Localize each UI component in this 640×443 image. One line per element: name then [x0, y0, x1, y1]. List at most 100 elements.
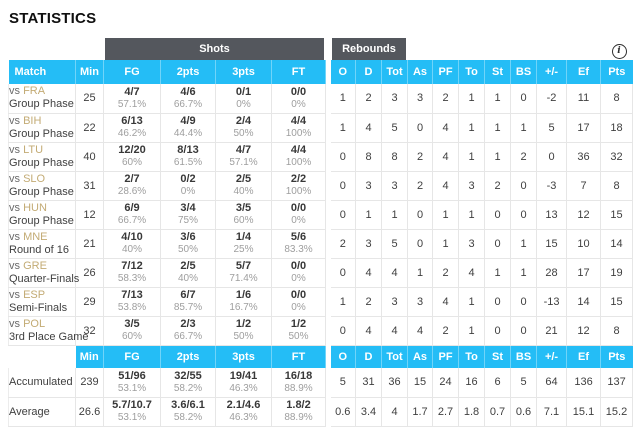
match-cell[interactable]: vs LTU Group Phase — [8, 142, 76, 172]
opponent-code[interactable]: FRA — [23, 85, 46, 98]
cell-plus-minus: 28 — [536, 258, 568, 288]
col-header-tot: Tot — [381, 60, 409, 84]
table-row: vs FRA Group Phase 25 4/7 57.1% 4/6 66.7% 0/1 0%… — [8, 84, 634, 114]
totals-ft-cell-made-attempted: 1.8/2 — [286, 399, 311, 411]
cell-pts: 15 — [600, 287, 634, 317]
totals-cell-pf: 2.7 — [432, 397, 460, 427]
2pts-cell-made-attempted: 2/3 — [180, 318, 196, 330]
column-gap — [325, 345, 331, 368]
cell-pts: 32 — [600, 142, 634, 172]
match-cell[interactable]: vs MNE Round of 16 — [8, 229, 76, 259]
match-phase: Group Phase — [9, 127, 74, 140]
totals-cell-as: 1.7 — [407, 397, 434, 427]
3pts-cell-percentage: 40% — [233, 186, 254, 197]
col-header-st: St — [484, 60, 512, 84]
col-header-bs: BS — [510, 60, 538, 84]
column-gap — [325, 113, 331, 142]
table-row: vs HUN Group Phase 12 6/9 66.7% 3/4 75% 3/5 60% 0… — [8, 200, 634, 230]
cell-pf: 2 — [432, 316, 460, 346]
cell-tot: 3 — [381, 287, 409, 317]
3pts-cell-percentage: 25% — [233, 244, 254, 255]
match-cell[interactable]: vs SLO Group Phase — [8, 171, 76, 201]
cell-to: 1 — [458, 287, 486, 317]
cell-bs: 1 — [510, 229, 538, 259]
opponent-code[interactable]: SLO — [23, 172, 46, 185]
cell-plus-minus: 15 — [536, 229, 568, 259]
cell-bs: 0 — [510, 84, 538, 114]
cell-o: 0 — [330, 258, 356, 288]
match-cell[interactable]: vs POL 3rd Place Game — [8, 316, 88, 346]
fg-cell: 12/20 60% — [103, 142, 161, 172]
cell-tot: 3 — [381, 171, 409, 201]
3pts-cell-made-attempted: 2/5 — [235, 173, 252, 185]
fg-cell: 4/7 57.1% — [103, 84, 161, 114]
cell-pf: 4 — [432, 142, 460, 172]
opponent-code[interactable]: LTU — [23, 143, 44, 156]
cell-pf: 2 — [432, 84, 460, 114]
fg-cell-made-attempted: 7/13 — [121, 289, 143, 301]
opponent-code[interactable]: BIH — [23, 114, 42, 127]
ft-cell-made-attempted: 0/0 — [290, 85, 307, 98]
3pts-cell-made-attempted: 5/7 — [235, 260, 252, 272]
fg-cell-made-attempted: 3/5 — [124, 318, 140, 330]
ft-cell-percentage: 0% — [291, 302, 306, 313]
2pts-cell: 8/13 61.5% — [160, 142, 216, 172]
cell-st: 1 — [484, 258, 512, 288]
totals-cell-tot: 4 — [381, 397, 409, 427]
column-gap — [325, 200, 331, 229]
ft-cell-made-attempted: 0/0 — [290, 202, 307, 214]
cell-o: 1 — [330, 113, 356, 143]
cell-as: 0 — [407, 229, 434, 259]
cell-pts: 8 — [600, 171, 634, 201]
totals-fg-cell-percentage: 53.1% — [117, 412, 147, 423]
info-cell: i — [407, 38, 633, 60]
table-row: vs POL 3rd Place Game 32 3/5 60% 2/3 66.7% 1/2 5… — [8, 316, 634, 346]
3pts-cell-percentage: 71.4% — [229, 273, 258, 284]
col-header-3pts: 3pts — [215, 345, 272, 368]
fg-cell-percentage: 58.3% — [117, 273, 147, 284]
cell-plus-minus: -13 — [536, 287, 568, 317]
3pts-cell: 2/5 40% — [215, 171, 272, 201]
cell-bs: 0 — [510, 200, 538, 230]
2pts-cell: 2/3 66.7% — [160, 316, 216, 346]
match-cell[interactable]: vs GRE Quarter-Finals — [8, 258, 79, 288]
cell-d: 4 — [355, 113, 382, 143]
cell-as: 2 — [407, 142, 434, 172]
col-header-plus-minus: +/- — [536, 345, 568, 368]
col-header-to: To — [458, 345, 486, 368]
match-cell[interactable]: vs BIH Group Phase — [8, 113, 76, 143]
minutes-cell: 31 — [75, 171, 104, 201]
cell-d: 4 — [355, 316, 382, 346]
col-header-3pts: 3pts — [215, 60, 272, 84]
match-cell[interactable]: vs FRA Group Phase — [8, 84, 76, 114]
cell-tot: 4 — [381, 316, 409, 346]
ft-cell-made-attempted: 0/0 — [290, 289, 307, 301]
cell-ef: 36 — [566, 142, 602, 172]
cell-to: 3 — [458, 229, 486, 259]
opponent-code[interactable]: POL — [23, 317, 46, 330]
cell-to: 1 — [458, 113, 486, 143]
col-header-bs: BS — [510, 345, 538, 368]
fg-cell-made-attempted: 4/10 — [121, 231, 143, 243]
match-cell[interactable]: vs ESP Semi-Finals — [8, 287, 76, 317]
totals-label: Average — [8, 397, 76, 427]
match-cell[interactable]: vs HUN Group Phase — [8, 200, 76, 230]
fg-cell: 6/9 66.7% — [103, 200, 161, 230]
opponent-code[interactable]: GRE — [23, 259, 47, 272]
opponent-code[interactable]: MNE — [23, 230, 48, 243]
2pts-cell: 6/7 85.7% — [160, 287, 216, 317]
cell-bs: 0 — [510, 316, 538, 346]
opponent-code[interactable]: HUN — [23, 201, 47, 214]
fg-cell-made-attempted: 12/20 — [118, 144, 146, 156]
cell-pf: 2 — [432, 258, 460, 288]
match-phase: Semi-Finals — [9, 301, 68, 314]
col-header-st: St — [484, 345, 512, 368]
3pts-cell-percentage: 57.1% — [229, 157, 258, 168]
totals-row: Accumulated 239 51/96 53.1% 32/55 58.2% 19/41 4… — [8, 368, 634, 398]
fg-cell-percentage: 46.2% — [117, 128, 147, 139]
col-header-plus-minus: +/- — [536, 60, 568, 84]
opponent-code[interactable]: ESP — [23, 288, 46, 301]
fg-cell-percentage: 53.8% — [117, 302, 147, 313]
3pts-cell-made-attempted: 2/4 — [235, 115, 252, 127]
info-icon[interactable]: i — [611, 43, 627, 59]
